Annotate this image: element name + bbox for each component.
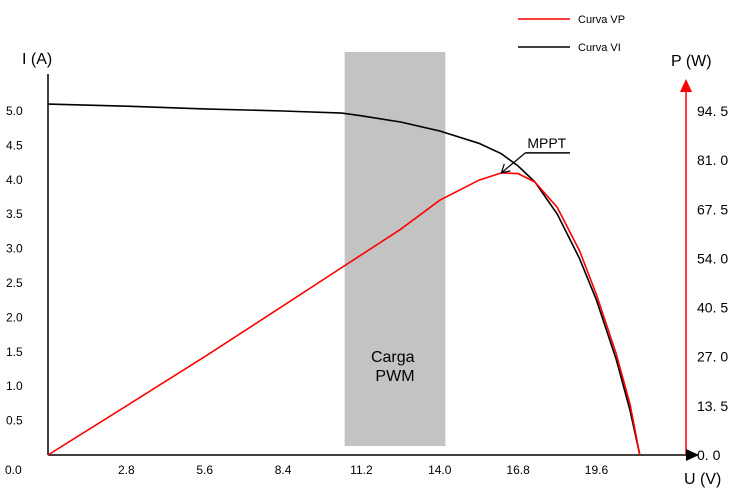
pwm-label-line-2: PWM xyxy=(375,368,414,385)
mppt-annotation: MPPT xyxy=(500,135,570,174)
pwm-region-label: Carga PWM xyxy=(371,349,419,385)
right-y-tick-label: 81. 0 xyxy=(697,152,728,168)
x-axis-title: U (V) xyxy=(684,471,721,488)
left-y-tick-label: 1.0 xyxy=(6,379,23,393)
mppt-arrow-line xyxy=(500,152,526,174)
left-y-tick-labels: 0.5 1.0 1.5 2.0 2.5 3.0 3.5 4.0 4.5 5.0 xyxy=(6,104,23,428)
pwm-label-line-1: Carga xyxy=(371,349,415,366)
left-y-tick-label: 1.5 xyxy=(6,345,23,359)
left-y-tick-label: 5.0 xyxy=(6,104,23,118)
right-y-tick-label: 40. 5 xyxy=(697,300,728,316)
left-y-tick-label: 4.5 xyxy=(6,138,23,152)
right-y-tick-label: 54. 0 xyxy=(697,250,728,266)
left-y-tick-label: 2.0 xyxy=(6,310,23,324)
x-origin-label: 0.0 xyxy=(5,463,22,477)
x-tick-labels: 2.8 5.6 8.4 11.2 14.0 16.8 19.6 xyxy=(118,463,608,477)
x-tick-label: 8.4 xyxy=(275,463,292,477)
mppt-arrowhead-icon xyxy=(500,163,511,174)
right-y-tick-label: 0. 0 xyxy=(697,447,721,463)
left-y-tick-label: 0.5 xyxy=(6,414,23,428)
series-line-curva-vi xyxy=(47,103,641,456)
x-axis-arrow-icon xyxy=(686,449,699,461)
right-y-tick-label: 67. 5 xyxy=(697,201,728,217)
right-y-tick-label: 13. 5 xyxy=(697,398,728,414)
x-tick-label: 14.0 xyxy=(428,463,452,477)
left-y-tick-label: 3.5 xyxy=(6,207,23,221)
right-y-tick-label: 27. 0 xyxy=(697,349,728,365)
right-axis-title: P (W) xyxy=(671,53,712,70)
mppt-label: MPPT xyxy=(527,135,566,151)
x-tick-label: 2.8 xyxy=(118,463,135,477)
x-tick-label: 16.8 xyxy=(506,463,530,477)
legend-label-vi: Curva VI xyxy=(578,42,621,54)
pwm-load-region xyxy=(344,52,446,446)
left-axis-title: I (A) xyxy=(22,51,52,68)
right-y-tick-label: 94. 5 xyxy=(697,103,728,119)
left-y-tick-label: 4.0 xyxy=(6,173,23,187)
left-y-tick-label: 2.5 xyxy=(6,276,23,290)
left-y-tick-label: 3.0 xyxy=(6,242,23,256)
right-y-tick-labels: 0. 0 13. 5 27. 0 40. 5 54. 0 67. 5 81. 0 94. 5 xyxy=(697,103,728,463)
x-tick-label: 5.6 xyxy=(196,463,213,477)
x-tick-label: 19.6 xyxy=(585,463,609,477)
x-tick-label: 11.2 xyxy=(350,463,373,477)
right-axis-arrow-icon xyxy=(680,79,692,92)
series-line-curva-vp xyxy=(47,172,641,456)
legend-label-vp: Curva VP xyxy=(578,14,625,26)
legend: Curva VP Curva VI xyxy=(518,14,625,54)
